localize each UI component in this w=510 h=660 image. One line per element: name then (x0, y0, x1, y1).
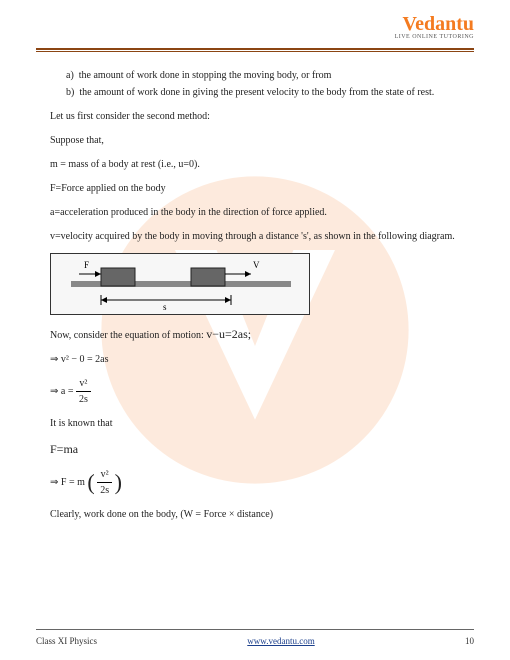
list-item-b: b) the amount of work done in giving the… (66, 85, 468, 100)
rparen: ) (115, 470, 122, 495)
list-text-b: the amount of work done in giving the pr… (79, 87, 434, 98)
diagram-label-s: s (163, 302, 167, 312)
eq-step3-pre: ⇒ F = m (50, 477, 85, 488)
def-accel: a=acceleration produced in the body in t… (50, 205, 468, 220)
motion-eq-text: Now, consider the equation of motion: (50, 330, 206, 341)
eq-step2-num: v² (76, 376, 91, 392)
list-item-a: a) the amount of work done in stopping t… (66, 68, 468, 83)
page-footer: Class XI Physics www.vedantu.com 10 (36, 636, 474, 646)
def-force: F=Force applied on the body (50, 181, 468, 196)
logo-tagline: LIVE ONLINE TUTORING (395, 34, 474, 40)
logo-text: Vedantu (395, 14, 474, 34)
footer-page-number: 10 (465, 636, 474, 646)
eq-step2-frac: v² 2s (76, 376, 91, 407)
diagram-label-v: V (253, 260, 260, 270)
para-known: It is known that (50, 416, 468, 431)
def-velocity: v=velocity acquired by the body in movin… (50, 229, 468, 244)
footer-left: Class XI Physics (36, 636, 97, 646)
eq-step3: ⇒ F = m ( v² 2s ) (50, 467, 468, 498)
eq-step2-pre: ⇒ a = (50, 386, 76, 397)
eq-fma: F=ma (50, 440, 468, 458)
def-mass: m = mass of a body at rest (i.e., u=0). (50, 157, 468, 172)
diagram-label-f: F (84, 260, 89, 270)
para-suppose: Suppose that, (50, 133, 468, 148)
page-content: a) the amount of work done in stopping t… (50, 68, 468, 531)
eq-step2: ⇒ a = v² 2s (50, 376, 468, 407)
eq-step3-frac: v² 2s (97, 467, 112, 498)
header-rule (36, 48, 474, 52)
para-intro: Let us first consider the second method: (50, 109, 468, 124)
footer-link[interactable]: www.vedantu.com (247, 636, 314, 646)
para-workdone: Clearly, work done on the body, (W = For… (50, 507, 468, 522)
eq-step1: ⇒ v² − 0 = 2as (50, 352, 468, 367)
para-motion-eq: Now, consider the equation of motion: v−… (50, 325, 468, 343)
motion-eq-formula: v−u=2as; (206, 327, 251, 341)
option-list: a) the amount of work done in stopping t… (66, 68, 468, 100)
lparen: ( (87, 470, 94, 495)
eq-step2-den: 2s (76, 392, 91, 407)
eq-step3-num: v² (97, 467, 112, 483)
list-text-a: the amount of work done in stopping the … (79, 70, 332, 81)
eq-step3-den: 2s (97, 483, 112, 498)
motion-diagram: F V s (50, 253, 310, 315)
footer-rule (36, 629, 474, 630)
header-logo: Vedantu LIVE ONLINE TUTORING (395, 14, 474, 40)
